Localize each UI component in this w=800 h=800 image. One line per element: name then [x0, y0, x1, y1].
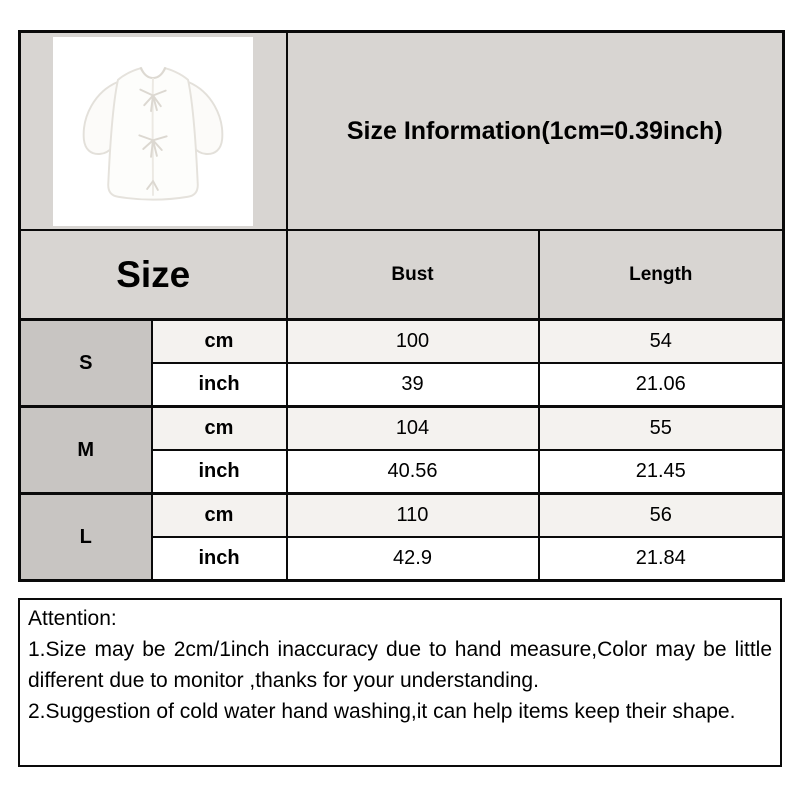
unit-label: cm: [150, 492, 288, 538]
table-row: S cm 100 54: [18, 318, 785, 408]
attention-box: Attention: 1.Size may be 2cm/1inch inacc…: [18, 598, 782, 767]
column-header-bust: Bust: [285, 229, 540, 321]
bust-value: 110: [285, 492, 540, 538]
table-row: inch 40.56 21.45: [20, 449, 785, 495]
attention-note-2: 2.Suggestion of cold water hand washing,…: [28, 700, 736, 723]
product-photo: [53, 36, 254, 226]
column-header-length: Length: [537, 229, 785, 321]
unit-label: inch: [150, 449, 288, 495]
bust-value: 104: [285, 405, 540, 451]
length-value: 21.84: [537, 536, 785, 582]
attention-title: Attention:: [28, 607, 117, 630]
bust-value: 39: [285, 362, 540, 408]
column-header-size: Size: [18, 229, 288, 321]
length-value: 21.06: [537, 362, 785, 408]
size-label-m: M: [18, 405, 153, 495]
length-value: 54: [537, 318, 785, 364]
size-table: Size Information(1cm=0.39inch) Size Bust…: [18, 30, 786, 582]
size-label-s: S: [18, 318, 153, 408]
bust-value: 40.56: [285, 449, 540, 495]
table-row: L cm 110 56: [18, 492, 785, 582]
table-row: inch 42.9 21.84: [20, 536, 785, 582]
unit-label: cm: [150, 405, 288, 451]
length-value: 21.45: [537, 449, 785, 495]
attention-note-1: 1.Size may be 2cm/1inch inaccuracy due t…: [28, 638, 772, 692]
size-label-l: L: [18, 492, 153, 582]
unit-label: cm: [150, 318, 288, 364]
length-value: 55: [537, 405, 785, 451]
product-photo-cell: [18, 30, 288, 231]
table-header-row: Size Bust Length: [18, 229, 785, 321]
table-row: inch 39 21.06: [20, 362, 785, 408]
top-row: Size Information(1cm=0.39inch): [18, 30, 785, 231]
size-information-title-cell: Size Information(1cm=0.39inch): [285, 30, 785, 231]
unit-label: inch: [150, 362, 288, 408]
size-information-title: Size Information(1cm=0.39inch): [346, 116, 723, 145]
length-value: 56: [537, 492, 785, 538]
blouse-illustration: [83, 66, 224, 201]
unit-label: inch: [150, 536, 288, 582]
bust-value: 100: [285, 318, 540, 364]
table-row: M cm 104 55: [18, 405, 785, 495]
bust-value: 42.9: [285, 536, 540, 582]
